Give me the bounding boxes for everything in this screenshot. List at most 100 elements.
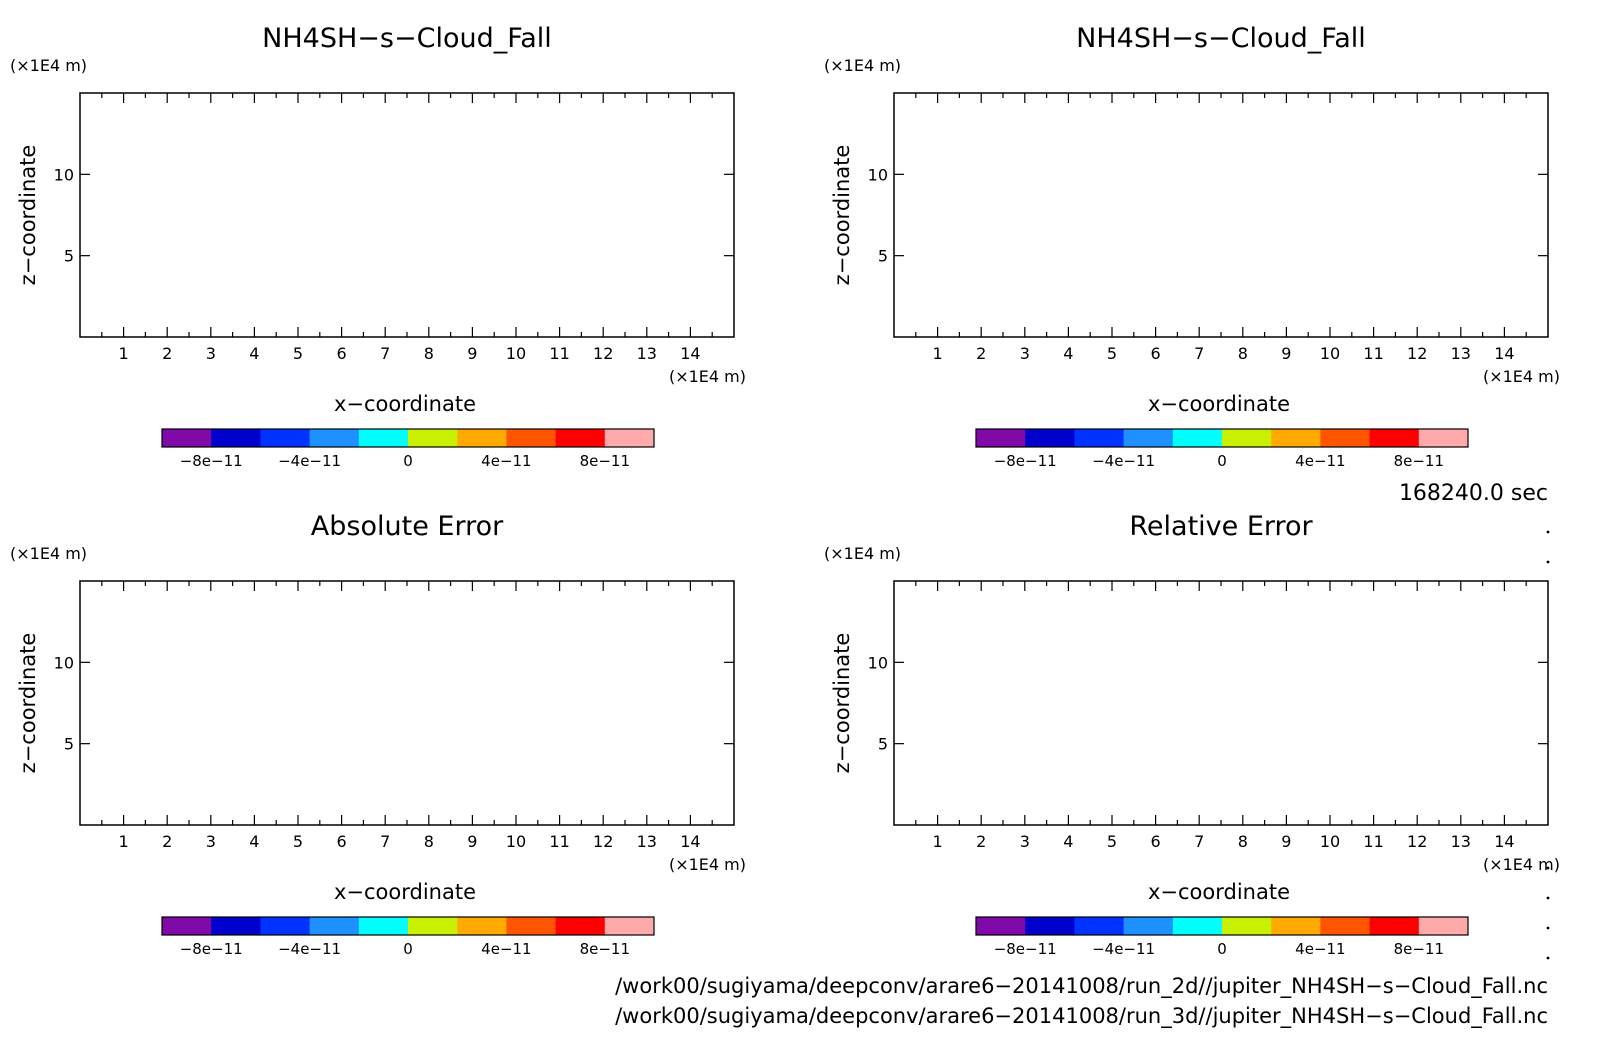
colorbar-swatch [506,429,557,447]
colorbar-swatch [408,429,458,447]
x-unit-label: (×1E4 m) [1483,855,1560,874]
colorbar-swatch [211,917,261,935]
y-tick-label: 10 [54,653,74,672]
colorbar-swatch [1222,917,1272,935]
x-axis-label: x−coordinate [334,880,476,904]
x-tick-label: 1 [119,344,129,363]
colorbar-label: −4e−11 [278,940,341,958]
time-label: 168240.0 sec [1399,481,1548,506]
colorbar-swatch [1172,917,1223,935]
x-tick-label: 4 [249,344,259,363]
chart-panel-1: NH4SH−s−Cloud_Fall(×1E4 m)1 2 3 4 5 6 7 8 9 10 11 1… [10,23,746,470]
colorbar-swatch [457,917,507,935]
x-tick-label: 11 [1363,344,1383,363]
colorbar-label: −4e−11 [1092,452,1155,470]
plot-frame [79,580,735,826]
y-unit-label: (×1E4 m) [10,544,87,563]
x-tick-label: 11 [549,832,569,851]
y-axis-label: z−coordinate [16,633,40,774]
file-path-2: /work00/sugiyama/deepconv/arare6−2014100… [615,1004,1548,1029]
x-tick-label: 1 [119,832,129,851]
x-tick-label: 2 [976,344,986,363]
y-tick-label: 5 [878,247,888,266]
colorbar-swatch [1418,917,1469,935]
colorbar-swatch [1369,917,1420,935]
colorbar-swatch [1320,429,1371,447]
x-tick-label: 6 [337,344,347,363]
x-tick-label: 5 [1107,832,1117,851]
x-tick-label: 13 [637,832,657,851]
colorbar-swatch [1418,429,1469,447]
edge-dot [1546,896,1550,900]
plot-frame [893,92,1549,338]
edge-dot [1546,926,1550,930]
colorbar-swatch [1271,429,1321,447]
x-tick-label: 5 [293,832,303,851]
colorbar-frame [161,916,655,936]
chart-title: NH4SH−s−Cloud_Fall [1076,23,1366,54]
colorbar-swatch [506,917,557,935]
y-axis-label: z−coordinate [830,633,854,774]
colorbar-swatch [358,429,409,447]
x-tick-label: 4 [1063,832,1073,851]
colorbar-label: 8e−11 [1394,452,1444,470]
x-tick-label: 6 [337,832,347,851]
x-tick-label: 10 [1320,832,1340,851]
x-tick-label: 9 [467,344,477,363]
x-tick-label: 14 [680,832,700,851]
x-tick-label: 2 [976,832,986,851]
colorbar-swatch [976,429,1026,447]
x-axis-label: x−coordinate [1148,880,1290,904]
colorbar-label: 8e−11 [580,452,630,470]
y-tick-label: 10 [868,165,888,184]
x-tick-label: 14 [1494,832,1514,851]
y-tick-label: 10 [868,653,888,672]
colorbar-swatch [457,429,507,447]
y-axis-label: z−coordinate [16,145,40,286]
x-tick-label: 3 [206,832,216,851]
plot-frame [893,580,1549,826]
colorbar-label: 0 [403,940,413,958]
x-tick-label: 11 [1363,832,1383,851]
colorbar-label: 8e−11 [1394,940,1444,958]
colorbar-frame [975,916,1469,936]
colorbar-swatch [1074,429,1125,447]
x-tick-label: 12 [1407,344,1427,363]
colorbar-swatch [1271,917,1321,935]
x-tick-label: 1 [933,832,943,851]
colorbar-label: 0 [403,452,413,470]
colorbar-swatch [260,917,311,935]
x-tick-label: 13 [1451,344,1471,363]
x-tick-label: 13 [637,344,657,363]
x-tick-label: 5 [1107,344,1117,363]
y-unit-label: (×1E4 m) [824,544,901,563]
edge-dot [1546,866,1550,870]
x-tick-label: 6 [1151,344,1161,363]
x-tick-label: 11 [549,344,569,363]
colorbar-swatch [1074,917,1125,935]
colorbar-swatch [309,429,360,447]
x-tick-label: 12 [1407,832,1427,851]
colorbar-swatch [358,917,409,935]
colorbar-frame [161,428,655,448]
x-tick-label: 13 [1451,832,1471,851]
colorbar-label: 4e−11 [1295,940,1345,958]
colorbar-swatch [1320,917,1371,935]
x-axis-label: x−coordinate [334,392,476,416]
chart-panel-2: NH4SH−s−Cloud_Fall(×1E4 m)1 2 3 4 5 6 7 8 9 10 11 1… [824,23,1560,470]
colorbar-swatch [211,429,261,447]
colorbar-label: 8e−11 [580,940,630,958]
edge-dot [1546,560,1550,564]
colorbar-swatch [604,429,655,447]
colorbar-swatch [162,917,212,935]
y-unit-label: (×1E4 m) [10,56,87,75]
colorbar-swatch [1222,429,1272,447]
x-tick-label: 10 [1320,344,1340,363]
x-tick-label: 9 [1281,344,1291,363]
x-tick-label: 4 [249,832,259,851]
x-tick-label: 9 [467,832,477,851]
plot-frame [79,92,735,338]
x-tick-label: 8 [424,344,434,363]
chart-panel-3: Absolute Error(×1E4 m)1 2 3 4 5 6 7 8 9 10 11 12 13 1… [10,511,746,958]
chart-title: Absolute Error [311,511,504,542]
